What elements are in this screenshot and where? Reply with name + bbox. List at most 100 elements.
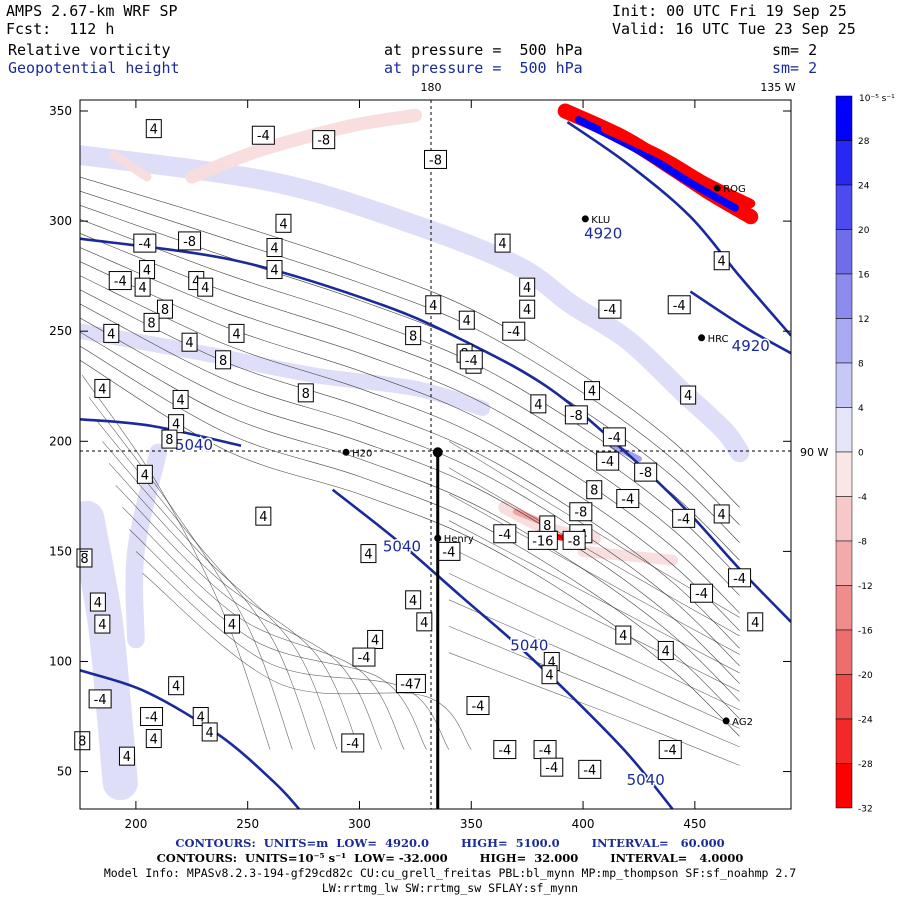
vorticity-label-text: 4 — [228, 618, 236, 633]
colorbar-label: -20 — [858, 671, 873, 681]
vorticity-label-box — [215, 350, 232, 370]
colorbar-label: 4 — [858, 404, 864, 414]
vorticity-label: 4 — [103, 323, 120, 343]
colorbar-label: -24 — [858, 716, 873, 726]
vorticity-label: 4 — [360, 544, 377, 564]
vorticity-label-text: 4 — [206, 726, 214, 741]
vorticity-label-text: 8 — [165, 433, 173, 448]
vorticity-label-text: 4 — [523, 303, 531, 318]
vorticity-label-box — [224, 614, 241, 634]
colorbar-label: -8 — [858, 538, 867, 548]
vorticity-label-box — [76, 548, 93, 568]
vorticity-label-box — [466, 696, 490, 716]
vorticity-label-text: 4 — [534, 398, 542, 413]
vorticity-label-box — [416, 612, 433, 632]
vorticity-label-box — [728, 568, 752, 588]
x-tick-label: 450 — [683, 817, 706, 831]
vorticity-label-text: 8 — [161, 303, 169, 318]
vorticity-label: 4 — [94, 378, 111, 398]
height-contour-4920 — [566, 120, 791, 337]
vorticity-label-text: 8 — [219, 354, 227, 369]
vorticity-label-text: -4 — [471, 700, 484, 715]
vorticity-label-text: -4 — [664, 744, 677, 759]
vorticity-label-box — [541, 665, 558, 685]
vorticity-label: 8 — [215, 350, 232, 370]
height-contour-label: 5040 — [175, 436, 213, 454]
vorticity-label-text: 4 — [192, 275, 200, 290]
vorticity-label: 4 — [89, 592, 106, 612]
vorticity-label: -4 — [352, 647, 376, 667]
vorticity-label-box — [425, 295, 442, 315]
vorticity-label-box — [143, 312, 160, 332]
colorbar-label: -28 — [858, 760, 873, 770]
vorticity-label-text: 4 — [185, 336, 193, 351]
colorbar-label: 24 — [858, 182, 870, 192]
vorticity-label-box — [616, 489, 640, 509]
vorticity-label-box — [562, 530, 586, 550]
vorticity-label-box — [140, 707, 164, 727]
vorticity-contour — [81, 375, 271, 750]
height-contour-5040 — [80, 417, 242, 447]
y-tick-label: 350 — [49, 104, 72, 118]
colorbar-segment — [835, 184, 853, 230]
vorticity-label-box — [178, 231, 202, 251]
vorticity-label-box — [255, 506, 272, 526]
vorticity-label-text: 8 — [409, 330, 417, 345]
vorticity-label-text: 4 — [684, 389, 692, 404]
vorticity-label: 4 — [615, 625, 632, 645]
vorticity-label: -8 — [178, 231, 202, 251]
vorticity-label-box — [88, 689, 112, 709]
vorticity-label-text: 4 — [588, 385, 596, 400]
vorticity-label-text: -4 — [465, 354, 478, 369]
x-tick-label: 300 — [348, 817, 371, 831]
vorticity-label-text: 8 — [78, 735, 86, 750]
vorticity-label-box — [493, 740, 517, 760]
vorticity-contour — [448, 652, 740, 766]
height-contour-label: 5040 — [383, 537, 421, 555]
vorticity-contour — [80, 247, 740, 596]
vorticity-contour — [448, 493, 740, 655]
vorticity-contour — [448, 520, 740, 674]
vorticity-label: 8 — [76, 548, 93, 568]
vorticity-label-text: 4 — [150, 733, 158, 748]
vorticity-label-box — [108, 271, 132, 291]
y-tick-label: 50 — [57, 765, 72, 779]
y-tick-label: 150 — [49, 544, 72, 558]
vorticity-band — [109, 150, 152, 182]
vorticity-label-text: -4 — [346, 737, 359, 752]
colorbar-label: -32 — [858, 805, 873, 815]
vorticity-label-box — [103, 323, 120, 343]
vorticity-label: -4 — [140, 707, 164, 727]
vorticity-label-box — [197, 277, 214, 297]
vorticity-label-text: -4 — [507, 325, 520, 340]
vorticity-label-text: 4 — [718, 508, 726, 523]
vorticity-label: 4 — [713, 504, 730, 524]
vorticity-label-text: -4 — [545, 761, 558, 776]
vorticity-label: 4 — [416, 612, 433, 632]
y-tick-label: 250 — [49, 324, 72, 338]
x-tick-label: 400 — [572, 817, 595, 831]
vorticity-label: 4 — [367, 629, 384, 649]
station-label: HRC — [708, 334, 729, 345]
vorticity-label-text: -8 — [317, 134, 330, 149]
vorticity-label-text: 4 — [150, 123, 158, 138]
vorticity-label-box — [134, 277, 151, 297]
vorticity-label: -4 — [133, 233, 157, 253]
field2-level: at pressure = 500 hPa — [384, 59, 583, 77]
vorticity-label: 4 — [145, 119, 162, 139]
vorticity-contour — [448, 546, 740, 692]
vorticity-label: 4 — [713, 251, 730, 271]
meridian-label-180: 180 — [421, 81, 442, 94]
valid-time: Valid: 16 UTC Tue 23 Sep 25 — [612, 20, 856, 38]
vorticity-label: 8 — [74, 731, 91, 751]
height-contour-label: 5040 — [510, 636, 548, 654]
station-label: ROG — [723, 184, 746, 195]
vorticity-label: 4 — [747, 612, 764, 632]
vorticity-label-text: -4 — [257, 129, 270, 144]
colorbar-label: -12 — [858, 582, 873, 592]
vorticity-label: -4 — [667, 295, 691, 315]
vorticity-label: 4 — [192, 707, 209, 727]
vorticity-label-box — [578, 759, 602, 779]
vorticity-label: -4 — [596, 451, 620, 471]
